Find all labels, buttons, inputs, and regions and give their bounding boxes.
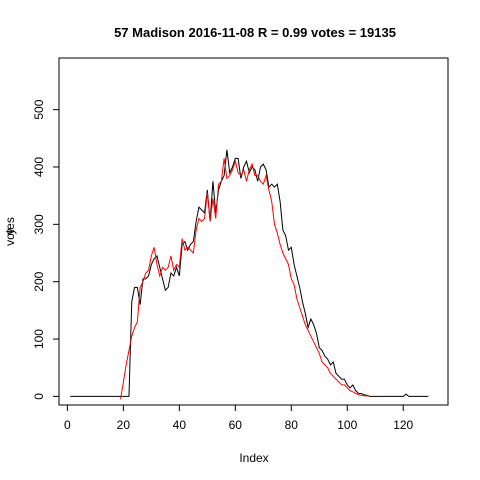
x-axis-label: Index bbox=[239, 451, 268, 465]
y-tick-label: 200 bbox=[32, 271, 46, 291]
y-tick-label: 0 bbox=[32, 393, 46, 400]
y-axis: 0 100 200 300 400 500 bbox=[32, 99, 59, 399]
series-line-1 bbox=[70, 150, 428, 397]
x-tick-label: 40 bbox=[173, 418, 187, 432]
x-tick-label: 100 bbox=[337, 418, 357, 432]
x-axis: 0 20 40 60 80 100 120 bbox=[64, 405, 414, 432]
x-tick-label: 80 bbox=[285, 418, 299, 432]
x-tick-label: 20 bbox=[117, 418, 131, 432]
plot-frame bbox=[59, 58, 448, 405]
y-tick-label: 100 bbox=[32, 329, 46, 349]
y-tick-label: 300 bbox=[32, 214, 46, 234]
y-tick-label: 500 bbox=[32, 99, 46, 119]
x-tick-label: 0 bbox=[64, 418, 71, 432]
y-tick-label: 400 bbox=[32, 157, 46, 177]
x-tick-label: 120 bbox=[393, 418, 413, 432]
y-axis-label-text: votes bbox=[3, 217, 17, 246]
x-tick-label: 60 bbox=[229, 418, 243, 432]
series-layer bbox=[70, 150, 428, 399]
chart-title: 57 Madison 2016-11-08 R = 0.99 votes = 1… bbox=[114, 25, 396, 40]
